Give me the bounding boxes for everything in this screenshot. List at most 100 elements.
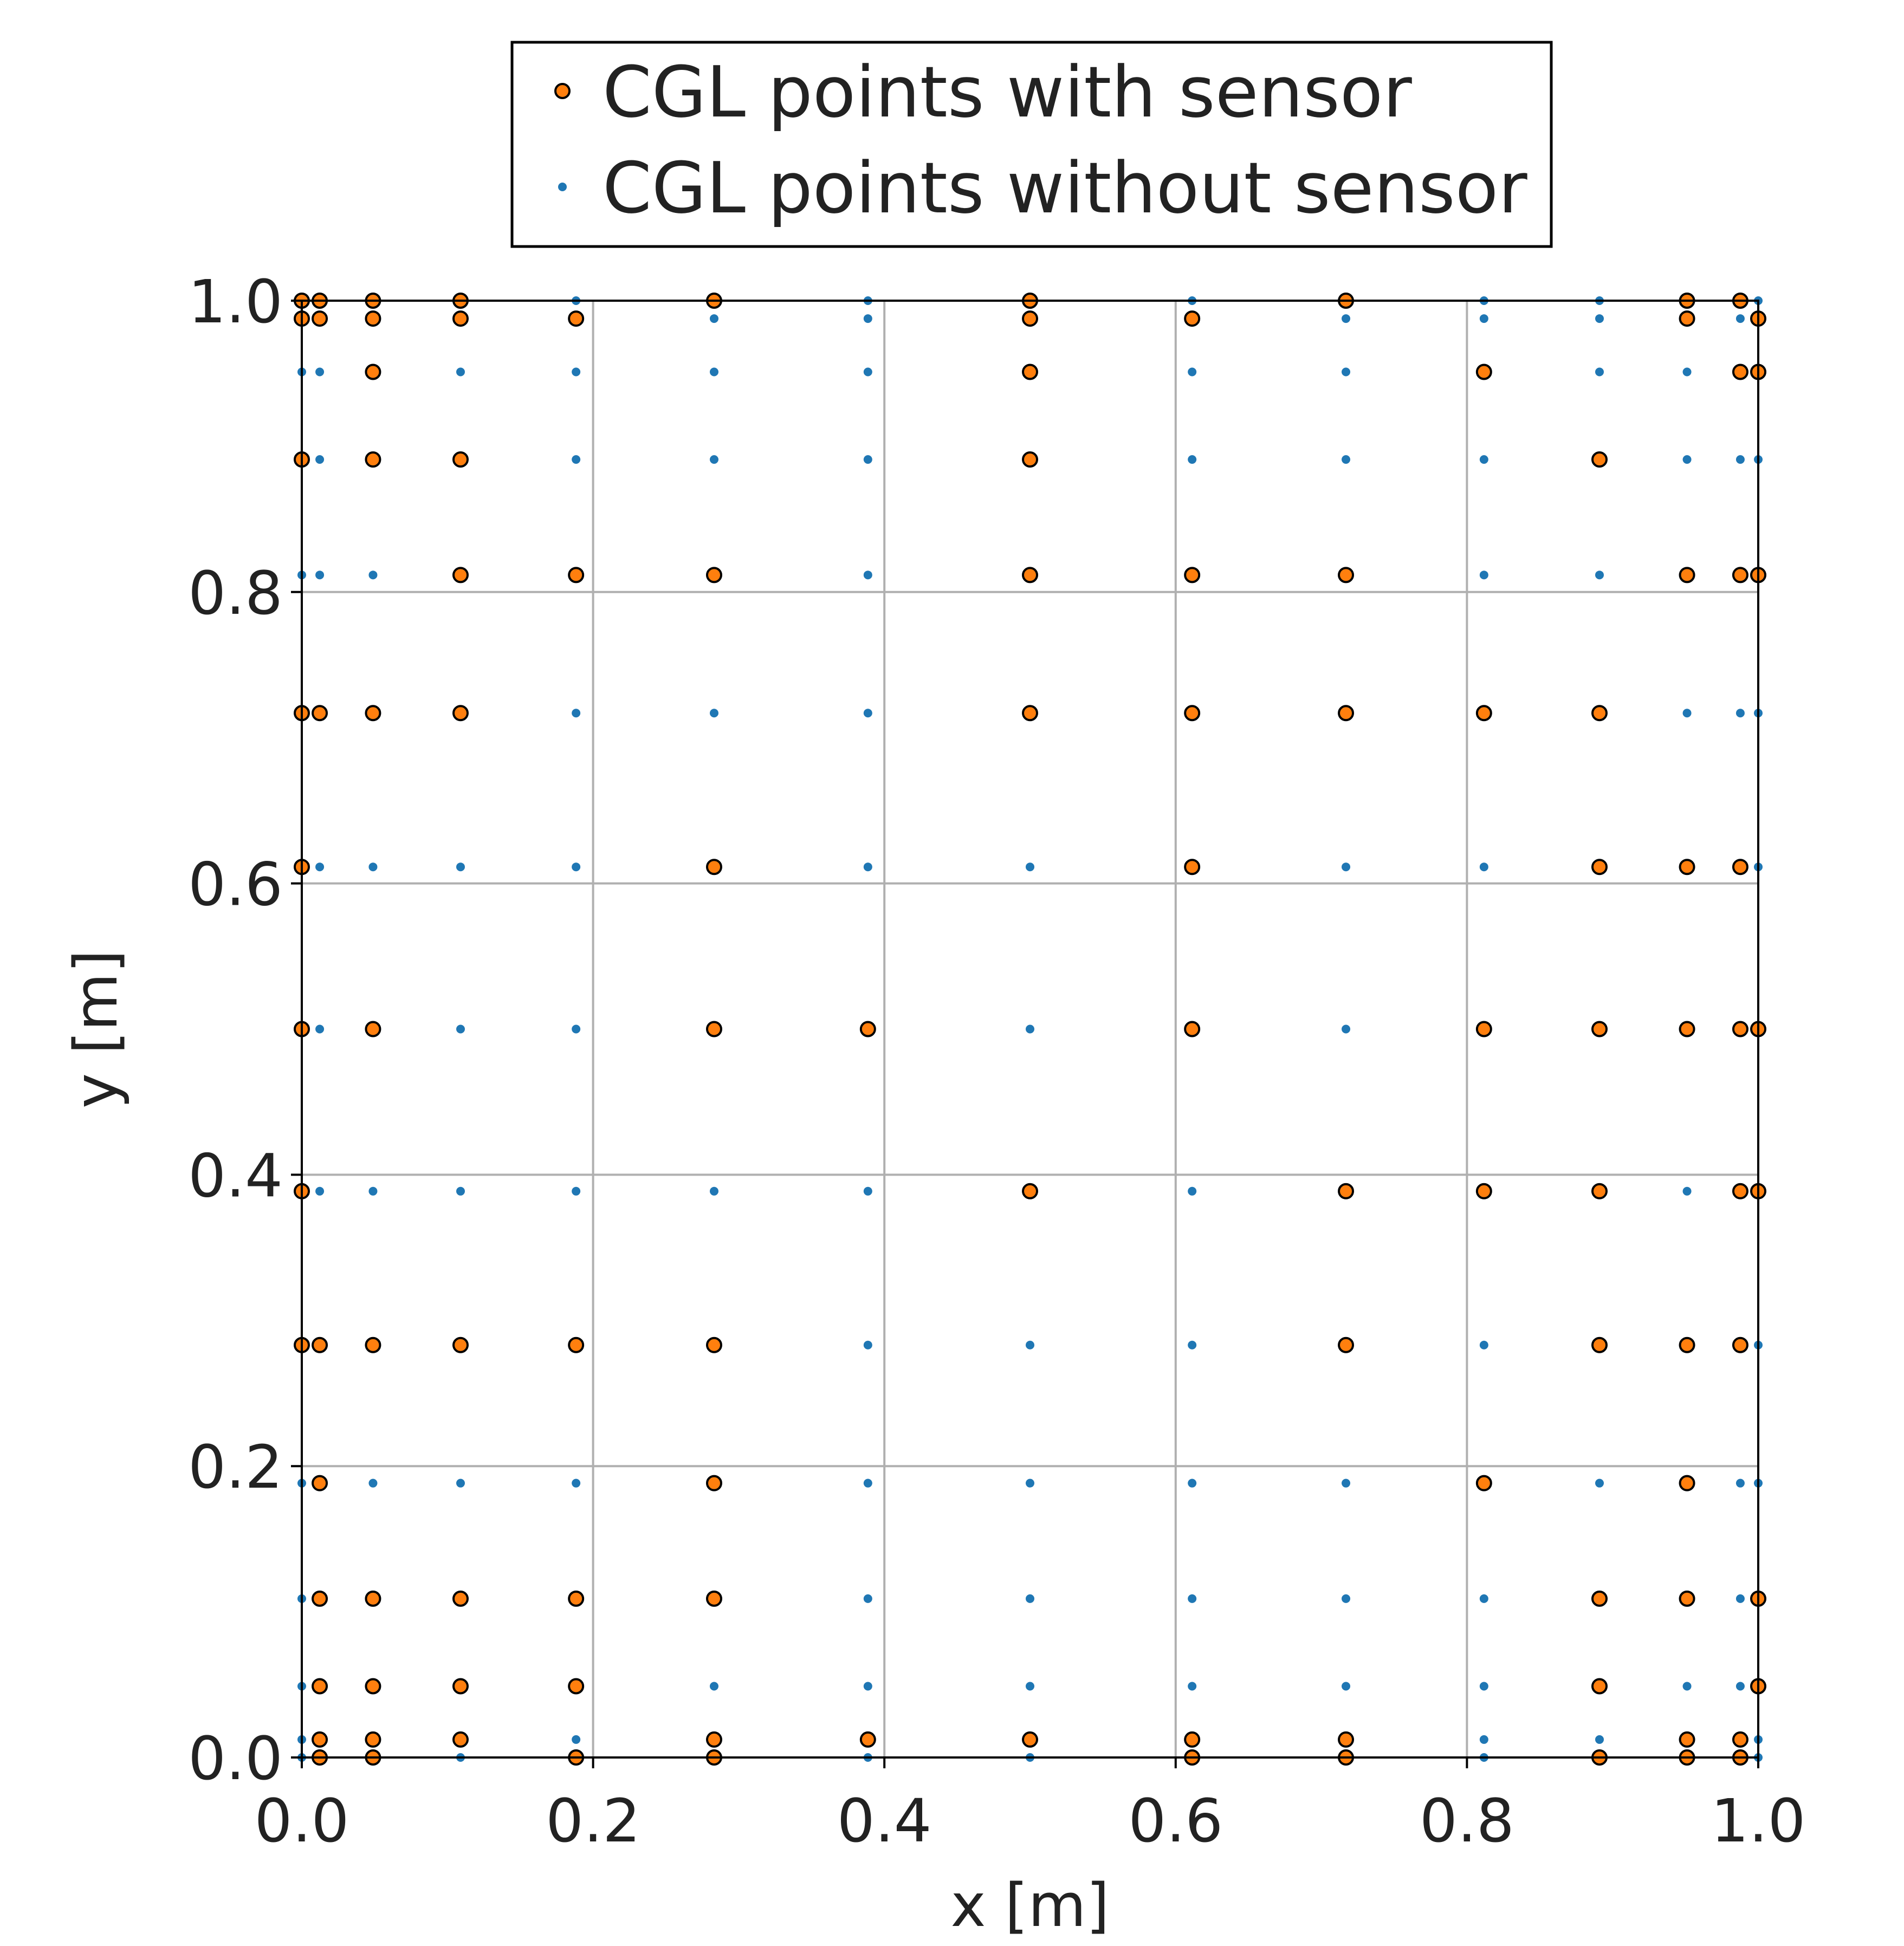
point-with-sensor [365,364,381,380]
y-tick-label: 0.4 [188,1141,283,1210]
point-with-sensor [1338,705,1355,722]
point-with-sensor [312,310,328,327]
point-without-sensor [1595,367,1604,377]
point-with-sensor [1732,567,1748,583]
y-tick-label: 1.0 [188,267,283,336]
point-without-sensor [1342,367,1351,377]
point-without-sensor [456,862,465,872]
point-with-sensor [1732,1731,1748,1748]
point-without-sensor [709,455,718,464]
point-with-sensor [452,451,469,468]
y-tick-label: 0.8 [188,559,283,628]
points-with-sensor [294,293,1766,1766]
point-without-sensor [456,1024,465,1034]
tick-labels: 0.0 0.2 0.4 0.6 0.8 1.0 0.0 0.2 0.4 0.6 0.8 1.0 [188,267,1805,1856]
point-without-sensor [1735,1594,1745,1603]
point-with-sensor [365,1590,381,1607]
point-with-sensor [1184,859,1201,875]
point-without-sensor [1342,1594,1351,1603]
point-without-sensor [572,862,581,872]
point-without-sensor [1342,1682,1351,1691]
legend-label-with-sensor: CGL points with sensor [603,51,1412,133]
point-without-sensor [1735,455,1745,464]
point-with-sensor [365,1678,381,1695]
point-without-sensor [863,1340,872,1350]
point-with-sensor [705,1337,722,1353]
point-with-sensor [312,1731,328,1748]
point-with-sensor [1022,310,1038,327]
point-without-sensor [1595,570,1604,580]
point-with-sensor [1732,859,1748,875]
point-without-sensor [1479,1682,1488,1691]
point-with-sensor [1022,1731,1038,1748]
point-without-sensor [709,709,718,718]
point-without-sensor [1682,1682,1692,1691]
point-with-sensor [705,1021,722,1037]
point-without-sensor [1479,862,1488,872]
point-with-sensor [1184,1731,1201,1748]
point-without-sensor [1479,1735,1488,1744]
point-without-sensor [1479,314,1488,323]
point-without-sensor [709,367,718,377]
point-with-sensor [568,1678,585,1695]
point-with-sensor [452,1337,469,1353]
point-with-sensor [1679,310,1695,327]
point-with-sensor [568,1337,585,1353]
x-tick-label: 1.0 [1711,1786,1806,1856]
point-with-sensor [1732,364,1748,380]
point-with-sensor [1184,310,1201,327]
legend-marker-without-sensor [558,183,567,191]
point-with-sensor [1338,1731,1355,1748]
point-with-sensor [568,567,585,583]
point-with-sensor [365,1337,381,1353]
point-without-sensor [572,1735,581,1744]
point-without-sensor [1735,1682,1745,1691]
point-without-sensor [572,1478,581,1488]
point-with-sensor [1475,705,1492,722]
point-without-sensor [1735,314,1745,323]
point-without-sensor [1479,570,1488,580]
point-with-sensor [705,567,722,583]
point-without-sensor [315,570,325,580]
point-with-sensor [1475,1183,1492,1199]
point-with-sensor [365,1021,381,1037]
point-with-sensor [312,1337,328,1353]
point-without-sensor [1595,1735,1604,1744]
point-without-sensor [1479,455,1488,464]
point-with-sensor [1022,451,1038,468]
point-without-sensor [1026,862,1034,872]
point-without-sensor [1188,1186,1197,1196]
point-with-sensor [312,1678,328,1695]
point-without-sensor [1342,455,1351,464]
legend-box [510,41,1553,248]
point-without-sensor [368,862,378,872]
point-without-sensor [709,314,718,323]
point-with-sensor [859,1731,876,1748]
point-without-sensor [1026,1340,1034,1350]
point-without-sensor [315,862,325,872]
point-without-sensor [368,1186,378,1196]
point-without-sensor [1188,455,1197,464]
point-without-sensor [315,1024,325,1034]
point-without-sensor [1026,1478,1034,1488]
point-without-sensor [456,1478,465,1488]
point-with-sensor [1184,1021,1201,1037]
point-with-sensor [859,1021,876,1037]
point-without-sensor [1595,1478,1604,1488]
point-without-sensor [863,367,872,377]
x-tick-label: 0.4 [837,1786,932,1856]
point-with-sensor [1475,364,1492,380]
point-without-sensor [1342,314,1351,323]
legend-marker-with-sensor [554,83,571,99]
x-tick-label: 0.8 [1420,1786,1514,1856]
point-without-sensor [863,314,872,323]
point-with-sensor [1679,567,1695,583]
y-tick-label: 0.0 [188,1724,283,1793]
point-with-sensor [1679,1337,1695,1353]
point-without-sensor [863,1186,872,1196]
point-without-sensor [456,1186,465,1196]
point-with-sensor [1022,1183,1038,1199]
point-without-sensor [1342,1478,1351,1488]
